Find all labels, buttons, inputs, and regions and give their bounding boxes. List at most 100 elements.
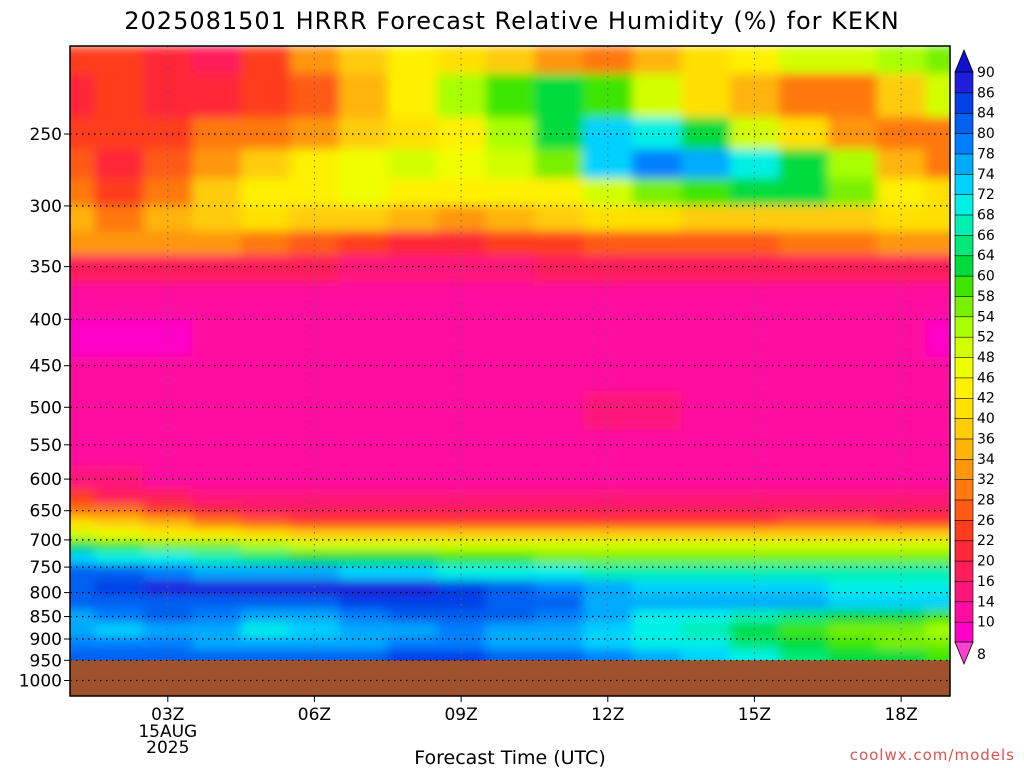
plot-frame <box>69 45 951 697</box>
heatmap-cell <box>485 178 536 207</box>
colorbar-tick-label: 14 <box>977 594 995 610</box>
colorbar-segment <box>954 254 974 277</box>
heatmap-cell <box>632 149 683 180</box>
heatmap-cell <box>485 46 536 75</box>
heatmap-cell <box>290 178 340 207</box>
heatmap-cell <box>583 623 634 638</box>
heatmap-cell <box>730 623 780 638</box>
heatmap-cell <box>192 528 243 541</box>
heatmap-cell <box>94 594 145 611</box>
heatmap-cell <box>632 318 683 358</box>
heatmap-cell <box>387 356 438 392</box>
heatmap-cell <box>681 356 731 392</box>
heatmap-cell <box>534 282 585 320</box>
heatmap-cell <box>485 551 536 566</box>
heatmap-cell <box>778 516 829 530</box>
heatmap-cell <box>436 623 487 638</box>
x-axis-label: Forecast Time (UTC) <box>414 747 605 768</box>
heatmap-cell <box>925 149 950 180</box>
heatmap-cell <box>143 623 194 638</box>
heatmap-cell <box>192 429 243 467</box>
heatmap-cell <box>192 594 243 611</box>
heatmap-cell <box>681 594 731 611</box>
colorbar: 8 10 14 16 20 22 26 28 32 34 36 40 42 46 48 52 54 58 60 64 6… <box>954 48 995 666</box>
y-tick-label: 500 <box>30 398 62 418</box>
heatmap-cell <box>485 429 536 467</box>
heatmap-cell <box>632 465 683 490</box>
heatmap-cell <box>876 318 927 358</box>
heatmap-cell <box>387 528 438 541</box>
heatmap-cell <box>436 528 487 541</box>
heatmap-cell <box>192 623 243 638</box>
heatmap-cell <box>338 429 389 467</box>
heatmap-cell <box>730 46 780 75</box>
heatmap-cell <box>730 318 780 358</box>
heatmap-cell <box>192 564 243 581</box>
colorbar-tick-label: 36 <box>977 431 995 447</box>
heatmap-cell <box>534 390 585 431</box>
y-tick-label: 450 <box>30 357 62 377</box>
heatmap-cell <box>632 231 683 256</box>
heatmap-cell <box>778 429 829 467</box>
heatmap-cell <box>925 623 950 638</box>
heatmap-cell <box>290 623 340 638</box>
heatmap-cell <box>925 609 950 625</box>
heatmap-cell <box>241 73 291 119</box>
heatmap-cell <box>94 178 145 207</box>
heatmap-cell <box>192 117 243 151</box>
heatmap-cell <box>827 318 878 358</box>
heatmap-cell <box>143 73 194 119</box>
heatmap-cell <box>583 504 634 518</box>
heatmap-cell <box>241 516 291 530</box>
heatmap-cell <box>338 594 389 611</box>
heatmap-cell <box>70 282 96 320</box>
heatmap-cell <box>534 623 585 638</box>
heatmap-cell <box>876 465 927 490</box>
heatmap-cell <box>338 231 389 256</box>
heatmap-cell <box>290 429 340 467</box>
heatmap-cell <box>925 564 950 581</box>
heatmap-cell <box>387 318 438 358</box>
heatmap-cell <box>485 356 536 392</box>
heatmap-cell <box>387 255 438 284</box>
colorbar-segment <box>954 92 974 114</box>
heatmap-cell <box>387 539 438 552</box>
heatmap-cell <box>387 205 438 233</box>
heatmap-cell <box>534 117 585 151</box>
chart-title: 2025081501 HRRR Forecast Relative Humidi… <box>124 7 899 35</box>
heatmap-cell <box>143 282 194 320</box>
heatmap-cell <box>241 465 291 490</box>
heatmap-cell <box>876 623 927 638</box>
heatmap-cell <box>387 465 438 490</box>
heatmap-cell <box>485 504 536 518</box>
colorbar-segment <box>954 478 974 501</box>
heatmap-cell <box>192 356 243 392</box>
colorbar-tick-label: 72 <box>977 187 995 203</box>
y-tick-label: 750 <box>30 558 62 578</box>
heatmap-cell <box>681 488 731 506</box>
colorbar-tick-label: 68 <box>977 208 995 224</box>
heatmap-cell <box>876 539 927 552</box>
heatmap-cell <box>534 178 585 207</box>
heatmap-cell <box>485 117 536 151</box>
colorbar-tick-label: 22 <box>977 533 995 549</box>
heatmap-cell <box>143 465 194 490</box>
heatmap-cell <box>681 205 731 233</box>
heatmap-cell <box>632 282 683 320</box>
heatmap-cell <box>485 623 536 638</box>
heatmap-cell <box>583 564 634 581</box>
heatmap-cell <box>632 580 683 596</box>
y-tick-label: 250 <box>30 125 62 145</box>
surface-below-ground <box>70 660 950 696</box>
heatmap-cell <box>778 609 829 625</box>
heatmap-cell <box>485 528 536 541</box>
heatmap-cell <box>436 429 487 467</box>
heatmap-cell <box>681 390 731 431</box>
heatmap-cell <box>778 255 829 284</box>
heatmap-cell <box>485 564 536 581</box>
heatmap-cell <box>94 282 145 320</box>
heatmap-cell <box>632 636 683 651</box>
heatmap-cell <box>632 623 683 638</box>
heatmap-cell <box>583 356 634 392</box>
heatmap-cell <box>534 636 585 651</box>
